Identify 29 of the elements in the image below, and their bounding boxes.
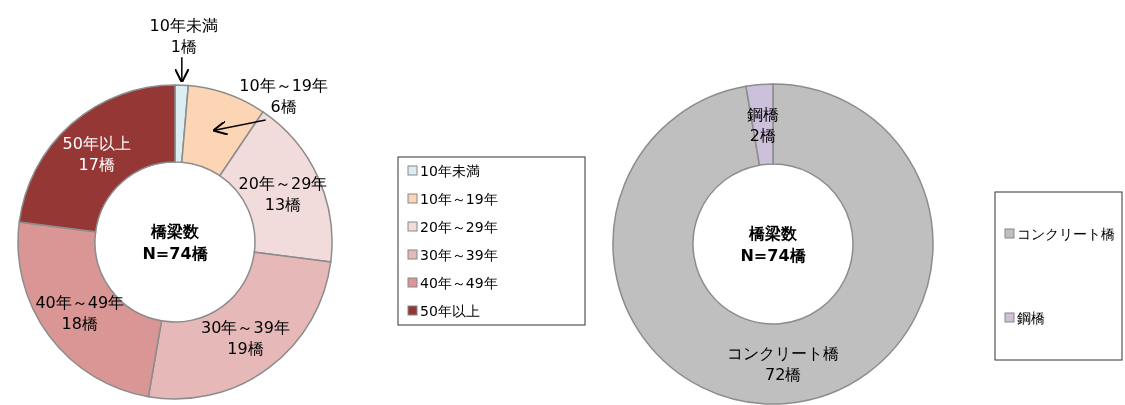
legend-label: 10年未満 (420, 163, 480, 179)
slice-label: 20年～29年 (238, 173, 328, 193)
slice-label: 40年～49年 (35, 292, 125, 312)
data-label: 18橋 (61, 313, 98, 333)
text: N=74橋 (740, 246, 807, 265)
legend-label: 20年～29年 (420, 219, 498, 235)
slice-label: コンクリート橋 (727, 344, 840, 364)
text: N=74橋 (142, 244, 209, 263)
legend-label: 40年～49年 (420, 275, 498, 291)
legend-label: 50年以上 (420, 303, 480, 319)
legend-label: 10年～19年 (420, 191, 498, 207)
donut-slice (612, 83, 934, 405)
slice-label: 10年未満 (149, 15, 218, 35)
slice-label: 鋼橋 (746, 104, 779, 124)
data-label: 72橋 (765, 365, 802, 385)
slice-label: 10年～19年 (239, 76, 328, 96)
data-label: 19橋 (227, 338, 264, 358)
data-label: 17橋 (78, 154, 115, 174)
legend-label: 鋼橋 (1017, 310, 1045, 326)
data-label: 6橋 (270, 97, 297, 117)
legend-label: 30年～39年 (420, 247, 498, 263)
data-label: 1橋 (170, 36, 197, 56)
legend-label: コンクリート橋 (1017, 226, 1115, 242)
data-label: 2橋 (749, 125, 776, 145)
text: 橋梁数 (748, 224, 798, 243)
text: 橋梁数 (150, 222, 200, 241)
slice-label: 30年～39年 (201, 317, 290, 337)
data-label: 13橋 (264, 194, 302, 214)
slice-label: 50年以上 (62, 133, 131, 153)
